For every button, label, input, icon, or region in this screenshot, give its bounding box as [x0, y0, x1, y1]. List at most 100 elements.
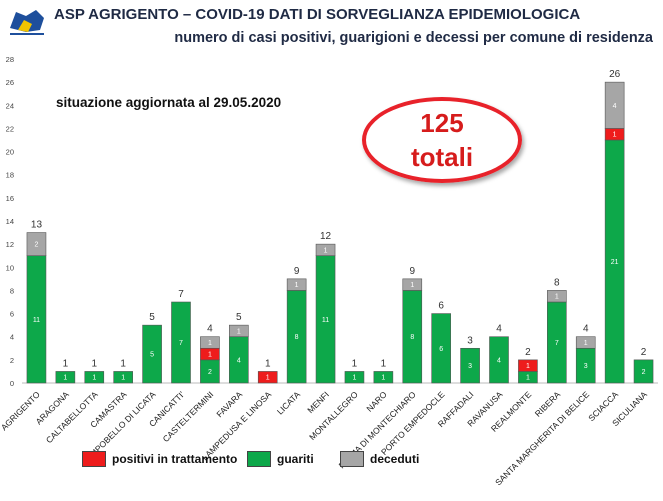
segment-value-label: 2 — [208, 369, 212, 376]
y-tick-label: 8 — [10, 286, 14, 295]
y-tick-label: 6 — [10, 310, 14, 319]
bar-total-label: 2 — [641, 347, 647, 358]
bar-total-label: 5 — [236, 312, 242, 323]
segment-value-label: 1 — [526, 375, 530, 382]
bar-total-label: 1 — [120, 358, 126, 369]
category-label: MENFI — [305, 389, 331, 415]
bar-segment — [229, 324, 249, 338]
segment-value-label: 5 — [150, 352, 154, 359]
legend-item-guariti: guariti — [247, 451, 314, 467]
total-count: 125 — [420, 108, 464, 138]
bar-total-label: 4 — [583, 324, 589, 335]
y-tick-label: 26 — [6, 78, 14, 87]
category-label: CALTABELLOTTA — [44, 389, 100, 445]
bar-total-label: 9 — [294, 266, 300, 277]
bar-total-label: 1 — [63, 358, 69, 369]
segment-value-label: 1 — [353, 375, 357, 382]
bar-segment — [547, 290, 567, 303]
bar-segment — [84, 371, 105, 384]
bar-segment — [113, 371, 133, 384]
segment-value-label: 2 — [35, 242, 39, 249]
bar-total-label: 1 — [91, 358, 97, 369]
bar-total-label: 1 — [381, 358, 387, 369]
segment-value-label: 6 — [439, 346, 443, 353]
legend-label-positivi: positivi in trattamento — [112, 452, 238, 466]
category-label: LICATA — [275, 389, 302, 416]
bar-total-label: 7 — [178, 289, 184, 300]
legend-label-guariti: guariti — [277, 452, 314, 466]
legend-item-deceduti: deceduti — [340, 451, 419, 467]
segment-value-label: 1 — [237, 328, 241, 335]
bar-total-label: 1 — [265, 358, 271, 369]
legend-swatch-positivi — [82, 451, 106, 467]
bar-segment — [26, 232, 47, 257]
y-tick-label: 4 — [10, 333, 14, 342]
segment-value-label: 2 — [642, 369, 646, 376]
y-tick-label: 0 — [10, 379, 14, 388]
y-tick-label: 2 — [10, 356, 14, 365]
bar-total-label: 9 — [409, 266, 415, 277]
bar-segment — [142, 324, 162, 384]
bar-total-label: 2 — [525, 347, 531, 358]
segment-value-label: 1 — [208, 352, 212, 359]
chart-subtitle: numero di casi positivi, guarigioni e de… — [174, 30, 653, 46]
chart-title: ASP AGRIGENTO – COVID-19 DATI DI SORVEGL… — [54, 6, 581, 23]
bar-segment — [344, 371, 365, 384]
segment-value-label: 1 — [381, 375, 385, 382]
category-label: NARO — [364, 389, 389, 414]
segment-value-label: 8 — [410, 334, 414, 341]
bar-segment — [315, 243, 336, 257]
segment-value-label: 1 — [324, 247, 328, 254]
segment-value-label: 7 — [555, 340, 559, 347]
bar-segment — [431, 313, 451, 384]
segment-value-label: 4 — [237, 357, 241, 364]
bar-total-label: 6 — [438, 301, 444, 312]
bar-segment — [257, 371, 278, 384]
bar-segment — [633, 359, 654, 384]
y-tick-label: 16 — [6, 194, 14, 203]
segment-value-label: 1 — [555, 294, 559, 301]
segment-value-label: 1 — [208, 340, 212, 347]
y-tick-label: 12 — [6, 240, 14, 249]
segment-value-label: 8 — [295, 334, 299, 341]
segment-value-label: 4 — [497, 357, 501, 364]
total-callout-oval — [362, 97, 522, 183]
bar-segment — [55, 371, 76, 384]
bar-total-label: 4 — [496, 324, 502, 335]
legend-item-positivi: positivi in trattamento — [82, 451, 237, 467]
segment-value-label: 3 — [468, 363, 472, 370]
y-tick-label: 10 — [6, 263, 14, 272]
asp-logo — [10, 10, 44, 35]
bar-segment — [460, 347, 480, 384]
bar-segment — [200, 336, 220, 349]
segment-value-label: 1 — [266, 375, 270, 382]
y-tick-label: 20 — [6, 148, 14, 157]
segment-value-label: 11 — [322, 317, 329, 324]
bar-segment — [575, 336, 596, 349]
segment-value-label: 4 — [613, 103, 617, 110]
bar-segment — [518, 359, 538, 372]
y-tick-label: 14 — [6, 217, 14, 226]
segment-value-label: 1 — [584, 340, 588, 347]
bar-segment — [171, 301, 191, 384]
segment-value-label: 7 — [179, 340, 183, 347]
bar-total-label: 5 — [149, 312, 155, 323]
segment-value-label: 1 — [121, 375, 125, 382]
bar-segment — [402, 278, 423, 291]
bar-total-label: 8 — [554, 277, 560, 288]
bar-total-label: 12 — [320, 231, 332, 242]
bar-total-label: 26 — [609, 69, 621, 80]
segment-value-label: 1 — [526, 363, 530, 370]
y-tick-label: 28 — [6, 55, 14, 64]
legend-swatch-guariti — [247, 451, 271, 467]
bar-total-label: 3 — [467, 335, 473, 346]
category-label: AGRIGENTO — [0, 389, 42, 432]
y-tick-label: 22 — [6, 124, 14, 133]
segment-value-label: 1 — [92, 375, 96, 382]
bar-segment — [604, 81, 625, 129]
bar-total-label: 13 — [31, 220, 43, 231]
segment-value-label: 1 — [410, 282, 414, 289]
segment-value-label: 11 — [33, 317, 40, 324]
category-label: CASTELTERMINI — [161, 389, 216, 444]
